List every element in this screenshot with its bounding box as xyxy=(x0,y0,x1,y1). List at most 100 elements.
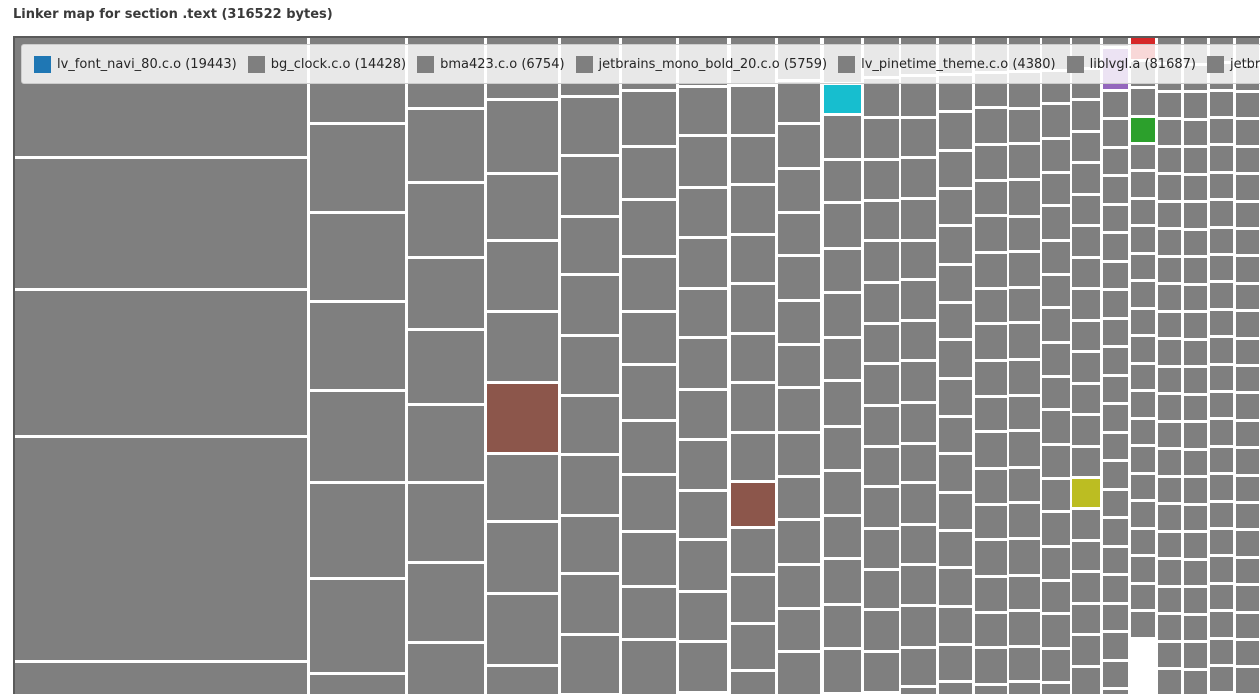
treemap-cell xyxy=(622,201,676,255)
treemap-cell xyxy=(1072,448,1100,476)
treemap-cell xyxy=(1131,392,1155,417)
treemap-cell xyxy=(1236,93,1259,117)
legend-label: lv_font_navi_80.c.o (19443) xyxy=(57,56,237,72)
treemap-cell xyxy=(561,636,619,693)
treemap-cell xyxy=(1103,92,1128,117)
treemap-cell xyxy=(731,236,775,282)
treemap-cell xyxy=(1042,480,1070,510)
treemap-cell xyxy=(778,653,820,694)
treemap-cell xyxy=(1184,561,1207,585)
treemap-cell xyxy=(1042,446,1070,477)
treemap-cell xyxy=(1103,605,1128,630)
treemap-cell xyxy=(1131,420,1155,444)
treemap-cell xyxy=(1072,322,1100,350)
treemap-cell xyxy=(487,313,558,381)
treemap-cell xyxy=(1009,397,1040,429)
legend-label: liblvgl.a (81687) xyxy=(1089,56,1196,72)
treemap-cell xyxy=(1210,448,1233,472)
treemap-cell xyxy=(778,566,820,607)
treemap-cell xyxy=(679,441,727,489)
treemap-cell xyxy=(310,580,405,672)
treemap-cell xyxy=(15,291,307,435)
treemap-cell-brown xyxy=(487,384,558,452)
treemap-cell xyxy=(939,569,972,605)
treemap-cell xyxy=(487,101,558,172)
legend-item: jetbrains_mono_bold_20.c.o (5759) xyxy=(575,55,827,73)
treemap-cell xyxy=(1236,449,1259,474)
treemap-cell xyxy=(622,92,676,145)
treemap-cell xyxy=(864,284,899,322)
treemap xyxy=(13,36,1260,694)
treemap-cell xyxy=(1158,230,1181,255)
treemap-cell xyxy=(1184,258,1207,283)
treemap-cell xyxy=(778,346,820,386)
treemap-cell xyxy=(1236,120,1259,145)
treemap-cell xyxy=(1009,469,1040,501)
treemap-cell xyxy=(1236,312,1259,337)
treemap-cell xyxy=(901,566,936,604)
treemap-cell xyxy=(939,341,972,377)
treemap-cell xyxy=(975,649,1007,683)
treemap-cell xyxy=(1210,229,1233,253)
treemap-cell xyxy=(1009,218,1040,250)
legend-item: liblvgl.a (81687) xyxy=(1066,55,1196,73)
treemap-cell xyxy=(1009,540,1040,574)
treemap-cell xyxy=(15,663,307,694)
treemap-cell xyxy=(778,434,820,475)
treemap-cell-green xyxy=(1131,118,1155,142)
treemap-cell xyxy=(1184,286,1207,310)
treemap-cell xyxy=(939,418,972,452)
treemap-cell xyxy=(1072,542,1100,570)
treemap-cell xyxy=(1210,338,1233,363)
treemap-cell xyxy=(1103,690,1128,694)
treemap-cell xyxy=(975,290,1007,322)
treemap-cell xyxy=(15,159,307,288)
treemap-cell xyxy=(1158,148,1181,172)
treemap-cell xyxy=(1184,231,1207,255)
treemap-cell xyxy=(901,322,936,359)
treemap-cell xyxy=(408,259,484,328)
treemap-cell xyxy=(1158,533,1181,557)
treemap-cell xyxy=(1184,341,1207,365)
treemap-cell xyxy=(622,366,676,419)
treemap-cell xyxy=(1042,242,1070,273)
treemap-cell xyxy=(1131,255,1155,279)
treemap-cell xyxy=(824,650,861,692)
treemap-cell xyxy=(731,434,775,480)
treemap-cell xyxy=(1184,93,1207,118)
treemap-cell xyxy=(622,588,676,638)
legend-color-swatch xyxy=(1206,55,1224,73)
treemap-cell xyxy=(975,506,1007,538)
treemap-cell xyxy=(901,404,936,442)
treemap-cell xyxy=(1103,434,1128,459)
treemap-cell xyxy=(622,476,676,530)
legend-item: bg_clock.c.o (14428) xyxy=(247,55,406,73)
treemap-cell xyxy=(679,189,727,236)
treemap-cell xyxy=(975,541,1007,575)
treemap-cell xyxy=(1009,324,1040,358)
legend-color-swatch xyxy=(417,55,435,73)
treemap-cell xyxy=(1103,38,1128,46)
treemap-cell xyxy=(824,560,861,603)
treemap-cell xyxy=(1131,475,1155,499)
treemap-cell xyxy=(1236,203,1259,227)
treemap-cell xyxy=(1103,320,1128,345)
treemap-cell xyxy=(864,161,899,199)
treemap-cell xyxy=(1210,557,1233,582)
treemap-cell xyxy=(1103,348,1128,374)
treemap-cell xyxy=(1158,505,1181,530)
treemap-cell xyxy=(1158,258,1181,282)
treemap-cell xyxy=(408,644,484,694)
treemap-cell xyxy=(864,242,899,281)
treemap-cell xyxy=(975,686,1007,694)
treemap-cell xyxy=(1184,396,1207,420)
treemap-cell xyxy=(1103,519,1128,545)
treemap-cell xyxy=(975,433,1007,467)
legend-color-swatch xyxy=(838,55,856,73)
treemap-cell xyxy=(1210,283,1233,308)
treemap-cell xyxy=(1009,683,1040,694)
treemap-cell xyxy=(731,186,775,233)
treemap-cell xyxy=(939,683,972,694)
treemap-cell xyxy=(310,392,405,481)
treemap-cell xyxy=(1042,582,1070,612)
